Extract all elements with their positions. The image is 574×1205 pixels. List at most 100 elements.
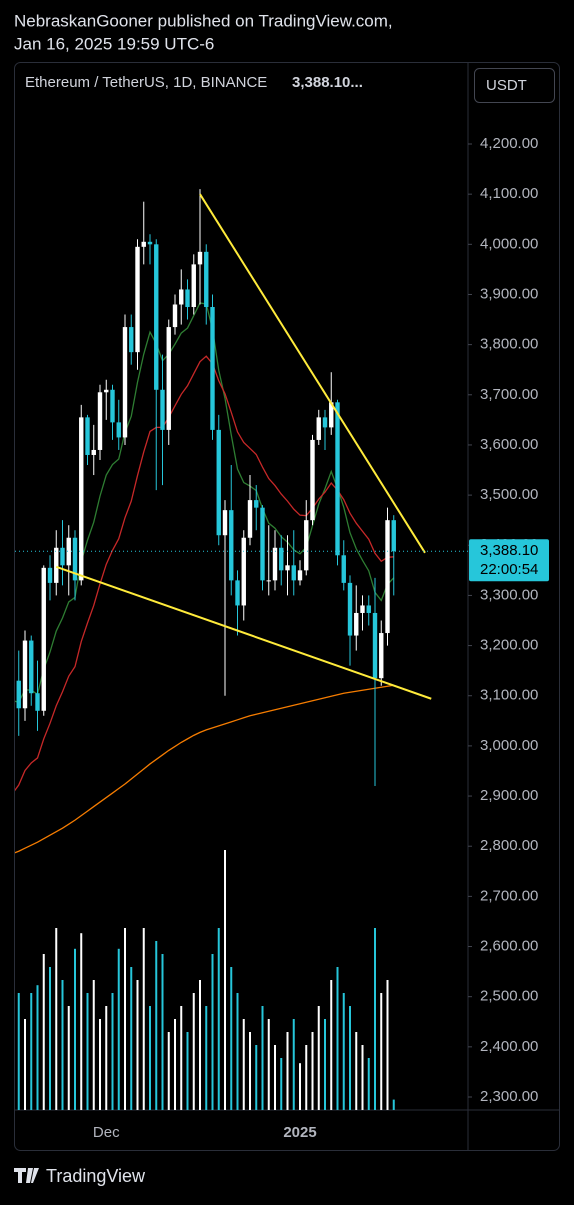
plot-area xyxy=(15,189,396,1110)
candle-body xyxy=(122,327,128,438)
candle-body xyxy=(185,289,190,308)
chart-frame xyxy=(14,62,560,1151)
logo xyxy=(14,1168,39,1183)
volume-bar xyxy=(61,980,64,1110)
candle-body xyxy=(47,567,53,583)
candle-body xyxy=(279,547,284,571)
volume-bar xyxy=(299,1063,301,1110)
volume-bar xyxy=(117,948,120,1110)
volume-bar xyxy=(111,993,114,1110)
volume-bar xyxy=(42,954,45,1110)
candle-body xyxy=(322,417,328,428)
y-tick-label: 3,000.00 xyxy=(480,737,538,754)
chart-title: Ethereum / TetherUS, 1D, BINANCE xyxy=(25,74,267,91)
candle-body xyxy=(172,304,178,328)
candle-body xyxy=(16,680,21,709)
currency-button[interactable] xyxy=(474,68,555,103)
candle-body xyxy=(160,389,165,430)
volume-bar xyxy=(167,1032,170,1110)
volume-bar xyxy=(155,941,158,1110)
candle-body xyxy=(22,640,28,709)
currency-label[interactable]: USDT xyxy=(486,77,527,94)
volume-bar xyxy=(30,993,33,1110)
candle-body xyxy=(97,392,103,450)
moving-average xyxy=(15,302,395,704)
candle-body xyxy=(347,582,353,636)
candle-body xyxy=(91,449,96,455)
candle-body xyxy=(222,510,228,536)
volume-bar xyxy=(349,1006,351,1110)
volume-bar xyxy=(336,967,339,1110)
volume-bar xyxy=(192,993,195,1110)
candle-body xyxy=(210,307,215,430)
candle-body xyxy=(197,251,203,265)
candle-body xyxy=(272,547,278,581)
volume-bar xyxy=(211,954,214,1110)
y-tick-label: 3,800.00 xyxy=(480,336,538,353)
volume-bar xyxy=(124,928,126,1110)
candle-body xyxy=(316,417,321,440)
candle-body xyxy=(229,510,234,581)
candle-body xyxy=(297,570,303,581)
candle-body xyxy=(129,327,134,353)
volume-bar xyxy=(67,1006,70,1110)
y-tick-label: 2,400.00 xyxy=(480,1038,538,1055)
volume-bar xyxy=(236,993,239,1110)
y-tick-label: 3,500.00 xyxy=(480,486,538,503)
volume-bar xyxy=(99,1019,101,1110)
y-tick-label: 3,200.00 xyxy=(480,637,538,654)
candle-body xyxy=(135,246,140,353)
volume-bar xyxy=(105,1006,108,1110)
candle-body xyxy=(204,251,209,308)
candle-body xyxy=(147,241,153,245)
candle-body xyxy=(216,429,221,536)
candle-body xyxy=(235,580,240,606)
volume-bar xyxy=(324,1019,326,1110)
candle-body xyxy=(372,612,378,679)
candle-body xyxy=(66,537,71,566)
volume-bar xyxy=(286,1032,289,1110)
candle-body xyxy=(304,520,309,571)
volume-bar xyxy=(130,967,133,1110)
countdown-label: 22:00:54 xyxy=(480,561,538,578)
volume-bar xyxy=(142,928,145,1110)
moving-average xyxy=(15,355,394,792)
candle-body xyxy=(254,500,259,508)
volume-bar xyxy=(342,993,345,1110)
volume-bar xyxy=(355,1032,358,1110)
volume-bar xyxy=(280,1058,283,1110)
candle-body xyxy=(141,241,146,247)
attribution-line: Jan 16, 2025 19:59 UTC-6 xyxy=(14,34,214,53)
candle-body xyxy=(260,507,265,581)
candle-body xyxy=(310,439,315,521)
candle-body xyxy=(366,605,371,613)
candle-body xyxy=(116,422,121,438)
volume-bar xyxy=(224,850,226,1110)
volume-bar xyxy=(374,928,376,1110)
candle-body xyxy=(285,565,290,571)
candle-body xyxy=(41,567,46,711)
last-price-box xyxy=(469,539,549,582)
y-tick-label: 3,700.00 xyxy=(480,386,538,403)
candle-body xyxy=(154,244,159,390)
volume-bar xyxy=(80,933,83,1110)
candle-body xyxy=(72,537,78,581)
volume-bar xyxy=(180,1006,183,1110)
trend-line xyxy=(199,193,426,554)
volume-bar xyxy=(255,1045,258,1110)
candle-body xyxy=(354,612,359,636)
volume-bar xyxy=(149,1006,151,1110)
candle-body xyxy=(79,417,84,581)
candle-body xyxy=(85,417,90,455)
candle-body xyxy=(385,520,390,634)
y-tick-label: 4,100.00 xyxy=(480,185,538,202)
candle-body xyxy=(166,327,171,430)
y-tick-label: 4,200.00 xyxy=(480,135,538,152)
volume-bar xyxy=(292,1019,295,1110)
volume-bar xyxy=(249,1032,251,1110)
footer-brand: TradingView xyxy=(46,1166,146,1186)
y-tick-label: 2,500.00 xyxy=(480,988,538,1005)
volume-bar xyxy=(311,1032,314,1110)
